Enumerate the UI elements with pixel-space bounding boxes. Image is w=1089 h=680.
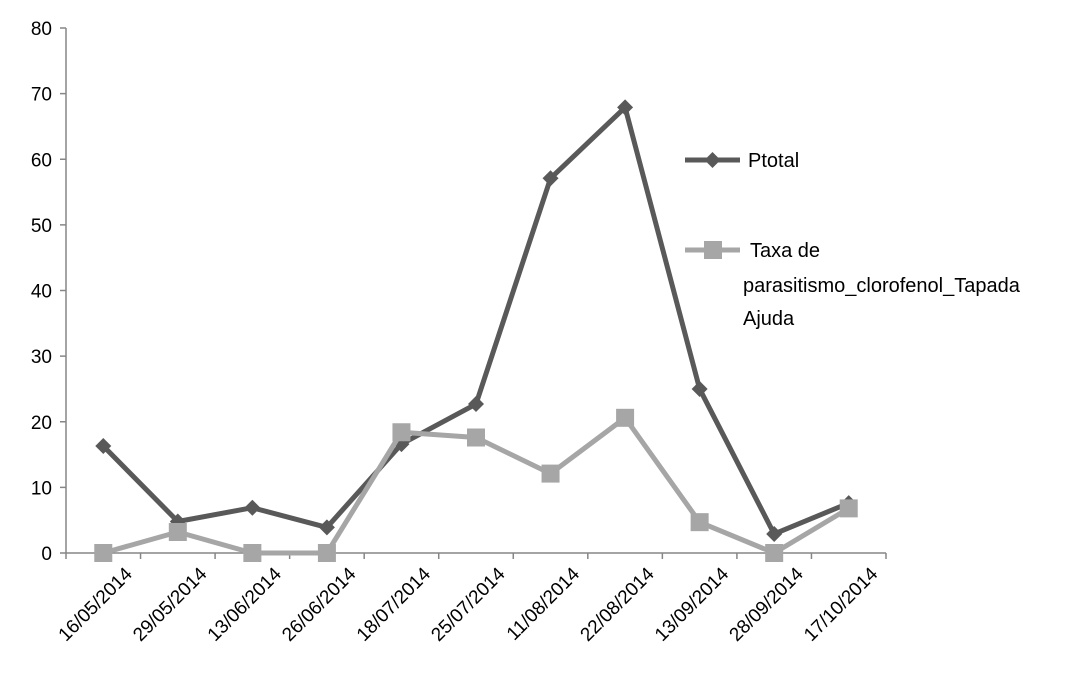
data-point-square <box>839 499 858 518</box>
data-point-diamond <box>617 99 634 116</box>
x-tick-label: 28/09/2014 <box>726 563 808 645</box>
data-point-diamond <box>95 438 112 455</box>
series-layer <box>94 99 858 562</box>
x-tick-label: 18/07/2014 <box>353 563 435 645</box>
y-tick-label: 50 <box>31 216 52 237</box>
x-tick-label: 13/06/2014 <box>204 563 286 645</box>
data-point-square <box>541 464 560 483</box>
x-tick-label: 29/05/2014 <box>129 563 211 645</box>
data-point-diamond <box>468 396 484 413</box>
legend-item-taxa-parasitismo: Taxa de parasitismo_clorofenol_Tapada Ajud… <box>685 240 1021 330</box>
legend-marker-ptotal <box>704 152 721 168</box>
legend: Ptotal Taxa de parasitismo_clorofenol_Tap… <box>685 150 1021 330</box>
series-taxa-parasitismo <box>94 408 858 562</box>
legend-label-ptotal: Ptotal <box>748 150 799 172</box>
y-tick-label: 20 <box>31 413 52 434</box>
y-tick-label: 70 <box>31 85 52 106</box>
data-point-square <box>243 544 262 562</box>
data-point-square <box>317 544 336 562</box>
data-point-square <box>168 523 187 541</box>
y-tick-label: 30 <box>31 347 52 368</box>
x-tick-label: 13/09/2014 <box>651 563 733 645</box>
x-axis: 16/05/201429/05/201413/06/201426/06/2014… <box>55 552 887 646</box>
x-tick-label: 26/06/2014 <box>278 563 360 645</box>
y-axis: 0 10 20 30 40 50 60 70 80 <box>31 19 67 565</box>
x-tick-label: 11/08/2014 <box>503 563 584 644</box>
data-point-diamond <box>244 499 261 516</box>
data-point-diamond <box>766 525 783 542</box>
y-tick-label: 0 <box>41 544 52 565</box>
legend-marker-taxa-parasitismo <box>704 241 722 259</box>
data-point-square <box>467 428 485 447</box>
data-point-diamond <box>318 519 335 536</box>
legend-item-ptotal: Ptotal <box>685 150 799 172</box>
y-tick-label: 10 <box>31 478 52 499</box>
y-tick-label: 80 <box>31 19 52 40</box>
data-point-square <box>690 513 709 532</box>
data-point-square <box>616 408 635 427</box>
x-tick-label: 16/05/2014 <box>55 563 137 645</box>
x-tick-label: 17/10/2014 <box>800 563 882 645</box>
data-point-diamond <box>542 170 559 187</box>
data-point-square <box>392 423 411 442</box>
data-point-square <box>94 544 113 562</box>
series-line <box>101 104 850 537</box>
data-point-diamond <box>691 380 708 397</box>
x-tick-label: 25/07/2014 <box>427 563 509 645</box>
y-tick-label: 60 <box>31 150 52 171</box>
y-tick-label: 40 <box>31 282 52 303</box>
legend-label-taxa-parasitismo: Taxa de parasitismo_clorofenol_Tapada Ajud… <box>743 240 1021 330</box>
data-point-square <box>765 544 784 562</box>
x-tick-label: 22/08/2014 <box>577 563 659 645</box>
